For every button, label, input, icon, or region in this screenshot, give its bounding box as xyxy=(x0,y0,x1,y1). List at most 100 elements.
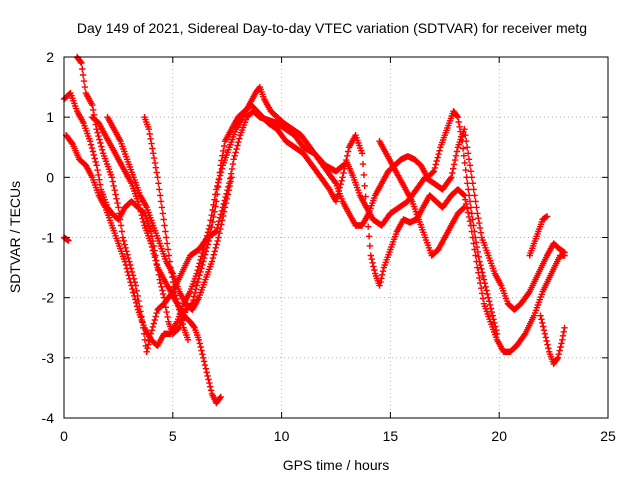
data-point xyxy=(359,160,367,168)
data-point xyxy=(153,169,160,176)
data-point xyxy=(236,135,243,142)
data-point xyxy=(138,212,145,219)
data-point xyxy=(208,258,216,265)
data-point xyxy=(199,249,206,257)
y-tick-label: -3 xyxy=(42,350,55,366)
data-point xyxy=(468,210,475,217)
data-point xyxy=(370,263,377,270)
data-point xyxy=(90,106,97,114)
data-point xyxy=(476,258,483,265)
data-point xyxy=(210,201,217,208)
data-point xyxy=(168,269,175,276)
data-point xyxy=(221,204,229,211)
data-point xyxy=(151,316,158,324)
data-point xyxy=(111,187,118,194)
data-point xyxy=(208,212,215,219)
data-point xyxy=(86,138,94,145)
data-point xyxy=(447,175,454,182)
data-point xyxy=(148,243,156,251)
data-point xyxy=(227,178,234,185)
data-point xyxy=(167,264,174,271)
data-point xyxy=(134,198,142,205)
data-point xyxy=(95,132,102,140)
x-tick-label: 20 xyxy=(491,428,507,444)
data-point xyxy=(340,169,347,177)
data-point xyxy=(169,274,176,281)
data-point xyxy=(77,58,84,65)
data-point xyxy=(555,351,562,358)
y-tick-label: 1 xyxy=(46,109,54,125)
data-point xyxy=(129,285,136,293)
data-point xyxy=(475,253,482,260)
data-point xyxy=(232,149,239,156)
data-point xyxy=(202,365,210,372)
data-point xyxy=(121,258,129,265)
data-point xyxy=(554,354,562,361)
series-track-1 xyxy=(60,234,72,244)
data-point xyxy=(483,287,490,294)
data-point xyxy=(89,101,96,109)
data-point xyxy=(79,65,86,73)
data-point xyxy=(162,304,169,311)
data-point xyxy=(476,274,483,282)
data-point xyxy=(117,222,125,229)
data-point xyxy=(156,186,163,193)
data-point xyxy=(473,204,480,211)
data-point xyxy=(141,336,149,343)
data-point xyxy=(466,192,473,199)
data-point xyxy=(216,230,223,237)
data-point xyxy=(221,142,228,150)
data-point xyxy=(521,331,528,339)
data-point xyxy=(93,126,100,133)
data-point xyxy=(174,299,181,306)
data-point xyxy=(464,209,472,216)
x-tick-label: 25 xyxy=(600,428,616,444)
data-point xyxy=(556,347,563,354)
data-point xyxy=(215,175,223,183)
data-point xyxy=(488,308,495,316)
data-point xyxy=(114,199,121,207)
data-point xyxy=(197,256,204,263)
data-point xyxy=(541,330,549,337)
data-point xyxy=(115,204,122,211)
data-point xyxy=(211,248,218,255)
data-point xyxy=(133,303,141,310)
data-point xyxy=(198,347,205,354)
data-point xyxy=(230,156,237,163)
data-point xyxy=(125,272,132,279)
series-track-9 xyxy=(537,312,568,368)
data-point xyxy=(118,228,126,235)
data-point xyxy=(160,294,168,301)
data-point xyxy=(164,246,172,253)
data-point xyxy=(218,221,225,228)
data-point xyxy=(203,369,210,376)
data-point xyxy=(124,251,131,258)
x-tick-label: 10 xyxy=(274,428,290,444)
data-point xyxy=(553,355,561,363)
data-point xyxy=(545,345,552,352)
data-point xyxy=(151,159,159,167)
data-point xyxy=(225,187,232,194)
data-point xyxy=(435,150,442,158)
data-point xyxy=(470,222,477,229)
data-point xyxy=(204,372,211,380)
data-point xyxy=(433,157,440,165)
x-tick-label: 0 xyxy=(60,428,68,444)
data-point xyxy=(78,59,85,67)
data-point xyxy=(220,212,227,220)
data-point xyxy=(152,313,159,320)
data-point xyxy=(235,138,242,146)
data-point xyxy=(124,268,131,276)
data-point xyxy=(161,299,169,306)
grid xyxy=(64,57,608,418)
series-track-6 xyxy=(104,114,235,313)
series-track-8 xyxy=(376,138,468,259)
data-point xyxy=(472,252,479,259)
data-point xyxy=(457,128,464,135)
data-point xyxy=(458,133,465,140)
data-point xyxy=(479,295,487,302)
data-point xyxy=(205,376,212,383)
data-point xyxy=(463,200,470,208)
data-point xyxy=(460,152,468,159)
data-point xyxy=(484,290,491,298)
